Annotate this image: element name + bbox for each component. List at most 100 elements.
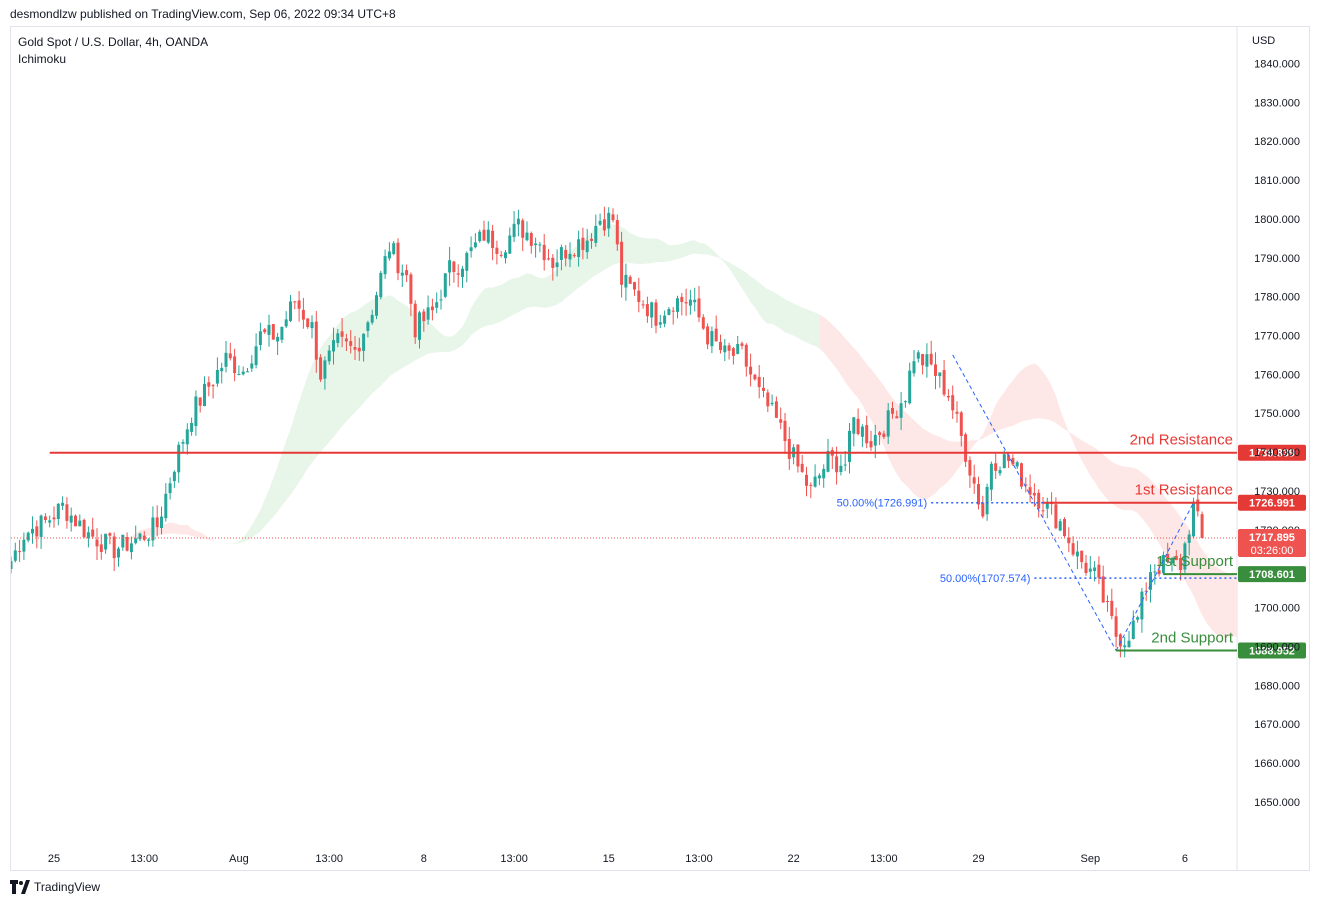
symbol-legend[interactable]: Gold Spot / U.S. Dollar, 4h, OANDA [18,35,209,49]
candle-body [529,233,533,246]
candle-body [787,439,791,459]
candle-body [1192,501,1195,537]
level-tag-3 [1238,642,1306,659]
candle-body [18,551,22,553]
y-tick-13: 1700.000 [1254,603,1300,615]
candle-body [749,366,753,375]
candle-body [491,230,495,248]
level-name-3: 2nd Support [1151,630,1234,647]
candle-body [615,220,619,245]
candle-body [276,336,280,342]
y-tick-8: 1760.000 [1254,369,1300,381]
candle-body [353,347,357,350]
candle-body [800,463,804,472]
y-tick-16: 1670.000 [1254,719,1300,731]
x-tick-0: 25 [48,853,60,865]
candle-body [74,515,77,527]
candle-body [925,354,929,367]
candle-body [241,371,245,375]
candle-body [172,471,176,482]
candle-body [663,315,667,324]
candle-body [387,251,391,259]
level-name-0: 2nd Resistance [1130,432,1233,449]
candle-body [959,412,963,436]
candle-body [327,350,331,362]
candle-body [736,344,740,354]
candle-body [443,273,447,297]
candle-body [1183,543,1187,570]
candle-body [1196,499,1200,512]
candle-body [946,396,950,398]
candle-body [607,212,611,229]
candle-body [757,376,761,388]
candle-body [1071,543,1075,555]
candle-body [822,469,826,479]
candle-body [43,516,47,520]
candle-body [658,322,662,325]
candle-body [319,357,323,380]
candle-body [340,331,344,337]
candle-body [972,477,976,484]
candle-body [886,410,890,437]
candle-body [671,310,675,312]
candle-body [964,434,968,462]
fib-leg-0 [952,354,1117,651]
candle-body [405,270,409,276]
candle-body [762,387,765,391]
fib-level-label-0: 50.00%(1726.991) [837,498,928,510]
candle-body [1170,558,1174,564]
candle-body [125,537,129,551]
candle-body [332,340,335,352]
candle-body [142,535,146,540]
x-tick-8: 22 [787,853,799,865]
candle-body [1127,640,1131,648]
chart-frame [10,26,1310,871]
candle-body [168,483,172,494]
candle-body [362,333,366,351]
candle-body [211,385,215,387]
candle-body [598,220,602,225]
indicator-legend[interactable]: Ichimoku [18,52,67,66]
candle-body [955,411,959,414]
candle-body [160,516,163,528]
candle-body [400,272,404,276]
time-axis[interactable]: 25 13:00 Aug 13:00 8 13:00 15 13:00 22 13:00 29 Sep… [48,853,1188,865]
footer-brand-label: TradingView [34,880,101,894]
candle-body [645,304,649,317]
candle-body [323,360,327,379]
candle-body [1093,567,1097,571]
candle-body [117,548,120,558]
candle-body [418,312,421,340]
candle-body [770,402,774,405]
candle-body [994,463,998,471]
candle-body [1187,534,1191,543]
candle-body [1106,601,1109,602]
candle-body [542,244,546,261]
ichimoku-cloud [11,224,1237,638]
price-axis[interactable]: 1840.000 1830.000 1820.000 1810.000 1800.000… [1238,58,1306,809]
candle-body [856,418,860,434]
candle-body [267,324,271,335]
last-price-tag [1238,529,1306,557]
candle-body [559,247,563,260]
candle-body [284,319,288,327]
candle-body [220,367,224,372]
candle-body [581,237,585,250]
candle-body [551,257,555,268]
x-tick-12: 6 [1182,853,1188,865]
candle-body [370,314,374,323]
candle-body [650,302,654,318]
candle-body [1123,645,1127,648]
candle-body [916,352,920,359]
candle-body [357,347,361,352]
candle-body [512,223,516,238]
candle-body [714,328,718,342]
candle-body [151,517,155,541]
candle-body [185,429,189,445]
candle-body [1149,572,1152,590]
candle-body [31,528,34,534]
footer-brand[interactable]: TradingView [10,880,100,894]
candle-body [13,550,17,561]
candle-body [1058,521,1062,531]
